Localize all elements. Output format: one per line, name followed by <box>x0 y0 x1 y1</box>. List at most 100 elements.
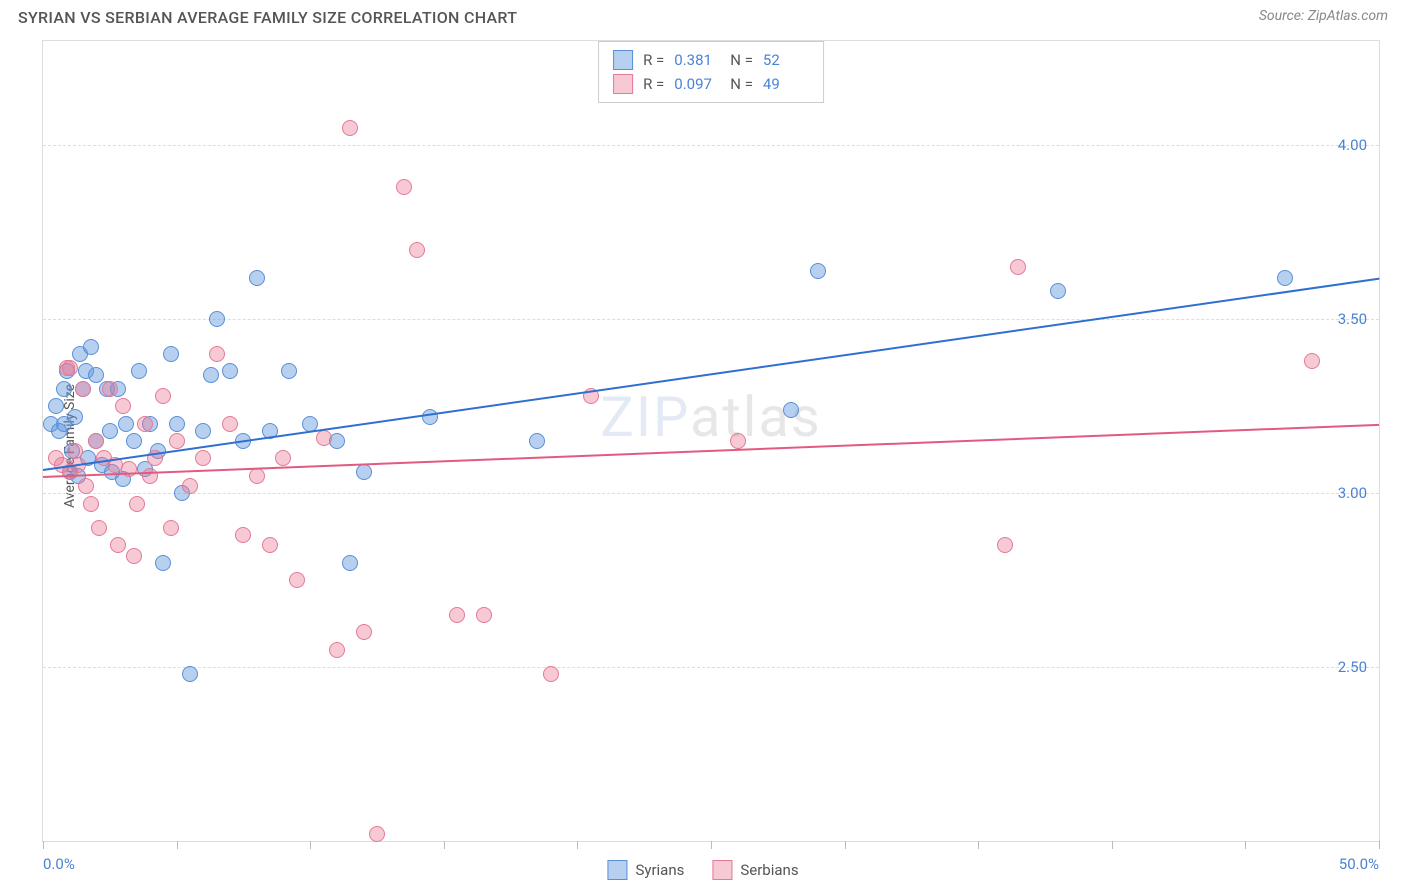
y-tick-label: 4.00 <box>1338 136 1367 154</box>
legend-label-serbians: Serbians <box>740 861 798 879</box>
y-tick-label: 3.00 <box>1338 484 1367 502</box>
data-point <box>783 402 799 418</box>
data-point <box>209 311 225 327</box>
data-point <box>275 450 291 466</box>
x-tick <box>444 841 445 849</box>
data-point <box>281 363 297 379</box>
trend-line <box>43 278 1379 471</box>
gridline <box>43 319 1379 320</box>
data-point <box>91 520 107 536</box>
data-point <box>88 367 104 383</box>
data-point <box>222 363 238 379</box>
y-tick-label: 3.50 <box>1338 310 1367 328</box>
data-point <box>422 409 438 425</box>
data-point <box>316 430 332 446</box>
data-point <box>169 433 185 449</box>
x-axis-max-label: 50.0% <box>1339 855 1379 873</box>
data-point <box>62 360 78 376</box>
data-point <box>209 346 225 362</box>
data-point <box>1304 353 1320 369</box>
data-point <box>169 416 185 432</box>
stats-legend-box: R = 0.381 N = 52 R = 0.097 N = 49 <box>598 41 824 103</box>
x-tick <box>978 841 979 849</box>
data-point <box>129 496 145 512</box>
data-point <box>409 242 425 258</box>
watermark-part-b: atlas <box>690 384 822 450</box>
data-point <box>88 433 104 449</box>
r-value-syrians: 0.381 <box>674 51 720 69</box>
data-point <box>163 520 179 536</box>
swatch-syrians <box>613 50 633 70</box>
data-point <box>78 478 94 494</box>
data-point <box>730 433 746 449</box>
data-point <box>155 555 171 571</box>
gridline <box>43 145 1379 146</box>
data-point <box>137 416 153 432</box>
data-point <box>249 468 265 484</box>
y-tick-label: 2.50 <box>1338 658 1367 676</box>
data-point <box>126 548 142 564</box>
stats-row-serbians: R = 0.097 N = 49 <box>613 72 809 96</box>
data-point <box>997 537 1013 553</box>
data-point <box>142 468 158 484</box>
data-point <box>356 464 372 480</box>
data-point <box>56 381 72 397</box>
r-label: R = <box>643 51 664 69</box>
gridline <box>43 667 1379 668</box>
data-point <box>48 398 64 414</box>
x-tick <box>310 841 311 849</box>
data-point <box>1050 283 1066 299</box>
data-point <box>289 572 305 588</box>
r-label: R = <box>643 75 664 93</box>
x-tick <box>177 841 178 849</box>
data-point <box>102 381 118 397</box>
chart-title: SYRIAN VS SERBIAN AVERAGE FAMILY SIZE CO… <box>18 8 517 27</box>
data-point <box>155 388 171 404</box>
stats-row-syrians: R = 0.381 N = 52 <box>613 48 809 72</box>
trend-line <box>43 424 1379 478</box>
data-point <box>529 433 545 449</box>
data-point <box>810 263 826 279</box>
x-tick <box>845 841 846 849</box>
data-point <box>83 339 99 355</box>
data-point <box>118 416 134 432</box>
source-attribution: Source: ZipAtlas.com <box>1259 8 1388 24</box>
swatch-serbians <box>613 74 633 94</box>
data-point <box>222 416 238 432</box>
data-point <box>249 270 265 286</box>
data-point <box>342 555 358 571</box>
data-point <box>1277 270 1293 286</box>
gridline <box>43 493 1379 494</box>
plot-surface: ZIPatlas 2.50 3.00 3.50 4.00 <box>43 41 1379 841</box>
legend-swatch-serbians <box>712 860 732 880</box>
bottom-legend: Syrians Serbians <box>607 860 798 880</box>
data-point <box>396 179 412 195</box>
x-tick <box>1379 841 1380 849</box>
data-point <box>126 433 142 449</box>
n-label: N = <box>730 51 753 69</box>
data-point <box>195 450 211 466</box>
data-point <box>182 478 198 494</box>
data-point <box>75 381 91 397</box>
data-point <box>543 666 559 682</box>
data-point <box>182 666 198 682</box>
r-value-serbians: 0.097 <box>674 75 720 93</box>
n-label: N = <box>730 75 753 93</box>
data-point <box>342 120 358 136</box>
data-point <box>262 537 278 553</box>
x-tick <box>43 841 44 849</box>
legend-swatch-syrians <box>607 860 627 880</box>
n-value-serbians: 49 <box>763 75 809 93</box>
legend-item-serbians: Serbians <box>712 860 798 880</box>
data-point <box>369 826 385 842</box>
data-point <box>131 363 147 379</box>
data-point <box>1010 259 1026 275</box>
watermark-part-a: ZIP <box>600 384 690 450</box>
data-point <box>67 409 83 425</box>
data-point <box>102 423 118 439</box>
legend-item-syrians: Syrians <box>607 860 684 880</box>
data-point <box>115 398 131 414</box>
data-point <box>203 367 219 383</box>
chart-plot-area: ZIPatlas 2.50 3.00 3.50 4.00 R = 0.381 N = … <box>42 40 1380 842</box>
x-tick <box>1112 841 1113 849</box>
